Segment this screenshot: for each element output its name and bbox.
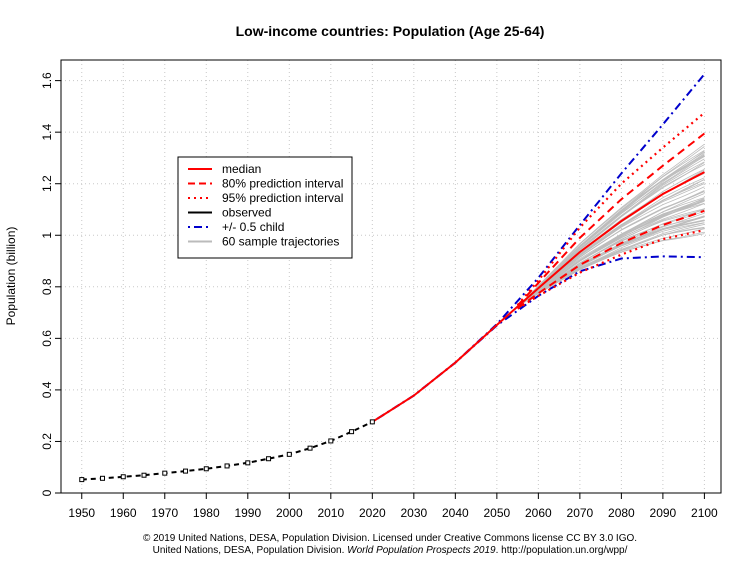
plot-frame: [60, 59, 722, 494]
sample-trajectory-39: [517, 210, 705, 307]
sample-trajectory-30: [517, 226, 705, 307]
observed-point-11: [307, 445, 313, 451]
footer-citation: United Nations, DESA, Population Divisio…: [153, 545, 628, 556]
x-tick-label-7: 2020: [359, 506, 386, 520]
observed-points: [79, 419, 375, 483]
x-axis: 1950 1960 1970 1980 1990 2000 2010 2020 2030 2040…: [68, 493, 718, 520]
legend-label-4: +/- 0.5 child: [222, 220, 284, 234]
sample-trajectory-54: [517, 154, 705, 307]
sample-trajectory-20: [517, 233, 705, 307]
sample-trajectory-33: [517, 231, 705, 307]
y-tick-label-8: 1.6: [40, 72, 54, 89]
y-tick-label-3: 0.6: [40, 330, 54, 347]
series-95-prediction-interval-lower: [517, 229, 705, 310]
observed-point-12: [328, 438, 334, 444]
x-tick-label-9: 2040: [442, 506, 469, 520]
y-axis: 0 0.2 0.4 0.6 0.8 1 1.2 1.4 1.6: [40, 72, 61, 496]
observed-point-7: [224, 463, 230, 469]
legend-label-1: 80% prediction interval: [222, 177, 343, 191]
series-observed: [81, 420, 373, 481]
legend-label-5: 60 sample trajectories: [222, 235, 339, 249]
observed-point-13: [349, 429, 355, 435]
footer-citation-prefix: United Nations, DESA, Population Divisio…: [153, 545, 348, 556]
observed-point-5: [183, 468, 189, 474]
x-tick-label-14: 2090: [650, 506, 677, 520]
y-tick-label-6: 1.2: [40, 175, 54, 192]
chart-title: Low-income countries: Population (Age 25…: [236, 23, 545, 39]
y-tick-label-1: 0.2: [40, 433, 54, 450]
observed-point-3: [141, 472, 147, 478]
x-tick-label-1: 1960: [110, 506, 137, 520]
x-tick-label-8: 2030: [400, 506, 427, 520]
x-tick-label-12: 2070: [567, 506, 594, 520]
series-80-prediction-interval-lower: [517, 209, 705, 310]
legend-label-2: 95% prediction interval: [222, 191, 343, 205]
sample-trajectory-55: [517, 161, 705, 307]
series-95-prediction-interval-upper: [516, 111, 706, 306]
footer-citation-url: . http://population.un.org/wpp/: [496, 545, 628, 556]
observed-point-2: [120, 474, 126, 480]
footer-copyright: © 2019 United Nations, DESA, Population …: [143, 533, 637, 544]
sample-trajectories: [517, 143, 705, 307]
sample-trajectory-57: [517, 183, 705, 307]
grid-lines: [61, 60, 721, 494]
sample-trajectory-49: [517, 227, 705, 307]
data-series: [81, 73, 706, 481]
x-tick-label-6: 2010: [317, 506, 344, 520]
observed-point-14: [369, 419, 375, 425]
series-80-prediction-interval-upper: [516, 132, 706, 307]
footer-citation-title: World Population Prospects 2019: [347, 545, 496, 556]
observed-point-9: [266, 456, 272, 462]
x-tick-label-15: 2100: [691, 506, 718, 520]
sample-trajectory-59: [517, 146, 705, 307]
sample-trajectory-24: [517, 197, 705, 307]
x-tick-label-13: 2080: [608, 506, 635, 520]
observed-point-1: [100, 475, 106, 481]
legend-label-0: median: [222, 162, 261, 176]
x-tick-label-10: 2050: [483, 506, 510, 520]
y-tick-label-4: 0.8: [40, 278, 54, 295]
legend-label-3: observed: [222, 206, 271, 220]
observed-point-6: [203, 466, 209, 472]
x-tick-label-2: 1970: [151, 506, 178, 520]
x-tick-label-3: 1980: [193, 506, 220, 520]
observed-point-4: [162, 470, 168, 476]
observed-point-8: [245, 460, 251, 466]
x-tick-label-11: 2060: [525, 506, 552, 520]
x-tick-label-5: 2000: [276, 506, 303, 520]
x-tick-label-0: 1950: [68, 506, 95, 520]
y-tick-label-7: 1.4: [40, 124, 54, 141]
x-tick-label-4: 1990: [234, 506, 261, 520]
observed-point-10: [286, 451, 292, 457]
y-tick-label-5: 1: [40, 232, 54, 239]
y-tick-label-0: 0: [40, 489, 54, 496]
sample-trajectory-45: [517, 200, 705, 307]
sample-trajectory-58: [517, 190, 705, 307]
y-axis-label: Population (billion): [4, 227, 18, 326]
observed-point-0: [79, 477, 85, 483]
series-median: [371, 171, 705, 423]
y-tick-label-2: 0.4: [40, 381, 54, 398]
